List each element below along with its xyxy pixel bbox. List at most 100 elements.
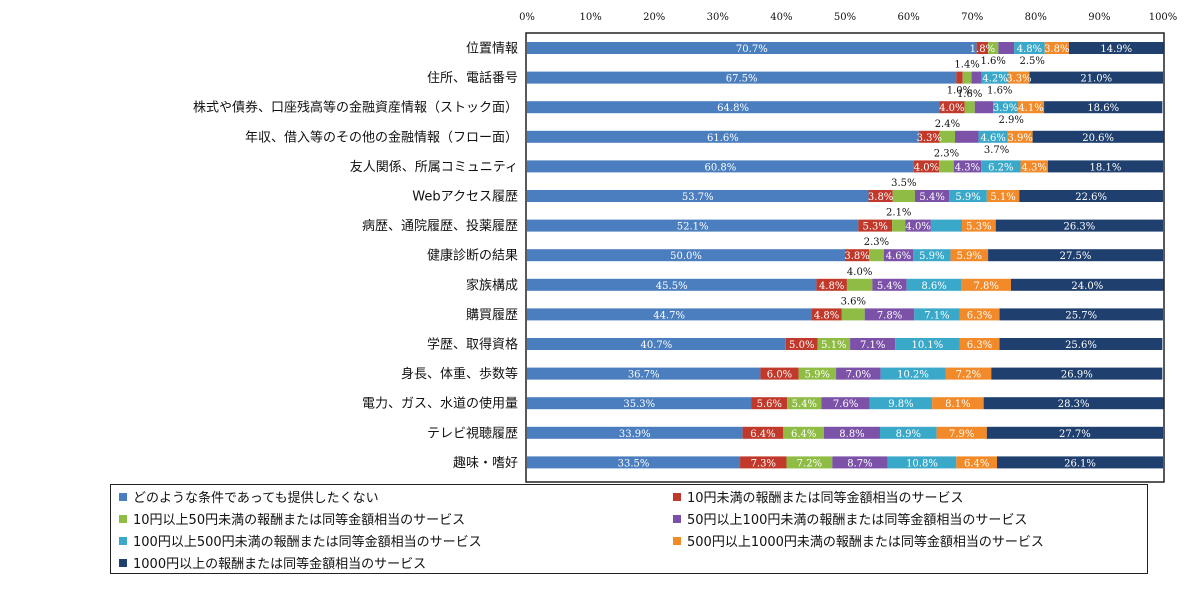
bar-segment: [991, 367, 1163, 380]
bar-segment: [971, 71, 982, 84]
bar-segment: [527, 367, 761, 380]
bar-segment: [939, 130, 956, 143]
bar-segment: [999, 308, 1163, 321]
bar-segment: [981, 71, 1009, 84]
data-label: 1.6%: [980, 56, 1005, 67]
legend-swatch: [119, 514, 127, 523]
bar-segment: [824, 426, 880, 439]
bar-segment: [1020, 160, 1048, 173]
data-label: 3.9%: [1008, 133, 1033, 144]
bar-segment: [1017, 101, 1045, 114]
data-label: 7.8%: [973, 281, 998, 292]
bar-segment: [1019, 190, 1163, 202]
data-label: 60.8%: [704, 162, 736, 173]
bar-segment: [880, 367, 946, 380]
data-label: 6.3%: [967, 340, 992, 351]
bar-segment: [913, 249, 951, 262]
category-label: 電力、ガス、水道の使用量: [362, 396, 518, 412]
data-label: 10.8%: [906, 458, 938, 469]
data-label: 8.7%: [847, 458, 872, 469]
data-label: 20.6%: [1082, 133, 1114, 144]
legend-item: 1000円以上の報酬または同等金額相当のサービス: [119, 553, 426, 572]
data-label: 2.9%: [998, 115, 1023, 126]
bar-segment: [527, 130, 919, 143]
data-label: 2.1%: [886, 208, 911, 219]
data-label: 5.9%: [957, 251, 982, 262]
bar-segment: [527, 278, 817, 291]
bar-segment: [527, 190, 869, 202]
data-label: 6.4%: [964, 458, 989, 469]
x-tick-label: 90%: [1088, 12, 1110, 23]
legend-swatch: [119, 492, 127, 501]
bar-segment: [786, 456, 833, 469]
data-label: 8.8%: [839, 429, 864, 440]
bar-segment: [895, 338, 960, 350]
bar-segment: [930, 219, 963, 232]
bar-segment: [1044, 42, 1069, 54]
category-label: 趣味・嗜好: [453, 456, 518, 471]
data-label: 33.9%: [619, 429, 651, 440]
data-label: 40.7%: [641, 340, 673, 351]
bar-segment: [945, 367, 992, 380]
data-label: 5.9%: [919, 251, 944, 262]
data-label: 3.5%: [891, 178, 916, 189]
data-label: 2.5%: [1019, 56, 1044, 67]
data-label: 4.8%: [819, 281, 844, 292]
bar-segment: [914, 190, 950, 202]
data-label: 3.7%: [984, 145, 1009, 156]
category-label: 病歴、通院履歴、投薬履歴: [362, 218, 518, 234]
data-label: 5.1%: [821, 340, 846, 351]
legend: どのような条件であっても提供したくない 10円未満の報酬または同等金額相当のサー…: [110, 484, 1148, 574]
legend-swatch: [119, 536, 127, 545]
data-label: 6.4%: [750, 429, 775, 440]
data-label: 1.8%: [970, 44, 995, 55]
data-label: 64.8%: [717, 103, 749, 114]
bar-segment: [527, 160, 914, 173]
plot-area-frame: [525, 32, 1165, 483]
bar-segment: [887, 456, 957, 469]
bar-segment: [976, 42, 989, 54]
bar-segment: [956, 71, 963, 84]
bar-segment: [869, 249, 884, 262]
data-label: 3.8%: [868, 192, 893, 203]
bar-segment: [978, 130, 1008, 143]
category-label: 家族構成: [466, 277, 518, 293]
bar-segment: [751, 397, 788, 410]
data-label: 35.3%: [623, 399, 655, 410]
data-label: 24.0%: [1071, 281, 1103, 292]
data-label: 7.2%: [797, 458, 822, 469]
legend-item: 500円以上1000円未満の報酬または同等金額相当のサービス: [673, 531, 1044, 550]
data-label: 3.6%: [841, 296, 866, 307]
data-label: 18.1%: [1090, 162, 1122, 173]
bar-segment: [959, 338, 1000, 350]
bar-segment: [953, 160, 982, 173]
bar-segment: [939, 101, 965, 114]
data-label: 5.4%: [919, 192, 944, 203]
data-label: 61.6%: [707, 133, 739, 144]
data-label: 2.3%: [934, 148, 959, 159]
bar-segment: [527, 71, 957, 84]
x-tick-label: 100%: [1149, 12, 1178, 23]
x-tick-label: 60%: [897, 12, 919, 23]
bar-segment: [527, 338, 786, 350]
bar-segment: [1007, 130, 1033, 143]
bar-segment: [1014, 42, 1045, 54]
data-label: 4.8%: [1017, 44, 1042, 55]
bar-segment: [988, 42, 999, 54]
bar-segment: [785, 338, 818, 350]
x-tick-label: 20%: [643, 12, 665, 23]
legend-swatch: [119, 558, 127, 567]
category-label: 位置情報: [466, 42, 518, 57]
data-label: 5.3%: [966, 222, 991, 233]
bar-segment: [1044, 101, 1163, 114]
bar-segment: [527, 101, 940, 114]
legend-label: 10円未満の報酬または同等金額相当のサービス: [687, 491, 964, 506]
bar-segment: [783, 426, 825, 439]
bar-segment: [956, 456, 998, 469]
legend-item: 50円以上100円未満の報酬または同等金額相当のサービス: [673, 509, 1027, 528]
data-label: 7.0%: [846, 370, 871, 381]
bar-segment: [527, 456, 741, 469]
bar-segment: [798, 367, 837, 380]
bar-segment: [939, 160, 954, 173]
data-label: 53.7%: [682, 192, 714, 203]
